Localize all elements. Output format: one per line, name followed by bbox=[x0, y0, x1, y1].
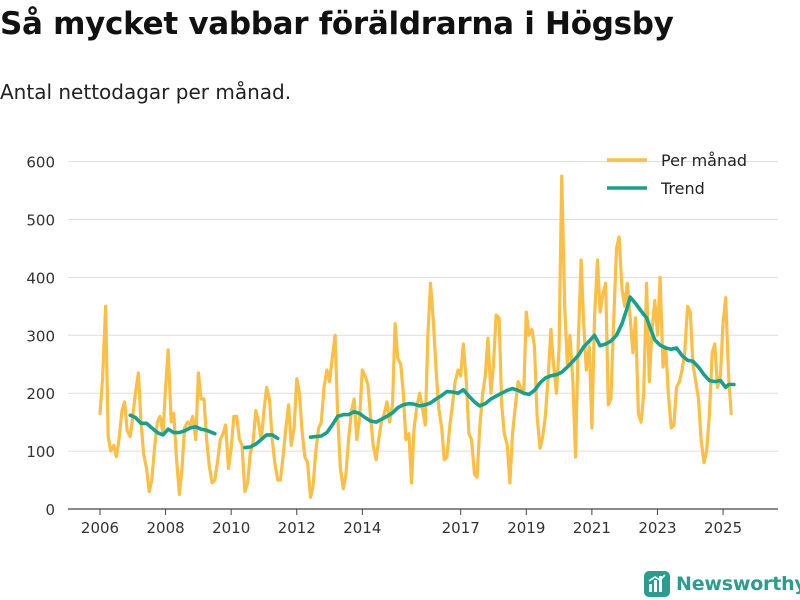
chart-subtitle: Antal nettodagar per månad. bbox=[0, 80, 292, 104]
y-tick-label: 100 bbox=[26, 443, 55, 461]
brand-name: Newsworthy bbox=[676, 573, 800, 595]
chart-title: Så mycket vabbar föräldrarna i Högsby bbox=[0, 6, 674, 42]
x-tick-label: 2014 bbox=[343, 519, 381, 537]
x-tick-label: 2021 bbox=[573, 519, 611, 537]
x-tick-label: 2012 bbox=[278, 519, 316, 537]
y-tick-label: 200 bbox=[26, 385, 55, 403]
x-tick-label: 2023 bbox=[638, 519, 676, 537]
brand-logo: Newsworthy bbox=[644, 568, 800, 600]
x-tick-label: 2019 bbox=[507, 519, 545, 537]
legend-label-1: Per månad bbox=[661, 151, 747, 170]
series-per-manad-line bbox=[98, 174, 733, 499]
y-tick-label: 600 bbox=[26, 154, 55, 172]
y-axis-ticks: 0 100 200 300 400 500 600 bbox=[26, 154, 55, 519]
x-axis-ticks: 2006 2008 2010 2012 2014 2017 2019 2021 2023 2025 bbox=[81, 509, 742, 537]
series-lines bbox=[98, 174, 736, 499]
y-tick-label: 500 bbox=[26, 211, 55, 229]
y-tick-label: 300 bbox=[26, 327, 55, 345]
series-trend-line-2 bbox=[243, 433, 280, 450]
y-tick-label: 400 bbox=[26, 269, 55, 287]
newsworthy-icon bbox=[644, 571, 670, 597]
x-tick-label: 2010 bbox=[212, 519, 250, 537]
grid-lines bbox=[68, 161, 778, 510]
legend: Per månad Trend bbox=[607, 151, 747, 198]
series-trend-line-1 bbox=[128, 413, 217, 437]
legend-label-2: Trend bbox=[660, 179, 705, 198]
x-tick-label: 2025 bbox=[704, 519, 742, 537]
x-tick-label: 2017 bbox=[442, 519, 480, 537]
series-trend-line-3 bbox=[308, 295, 736, 440]
x-tick-label: 2008 bbox=[146, 519, 184, 537]
y-tick-label: 0 bbox=[45, 501, 55, 519]
x-tick-label: 2006 bbox=[81, 519, 119, 537]
